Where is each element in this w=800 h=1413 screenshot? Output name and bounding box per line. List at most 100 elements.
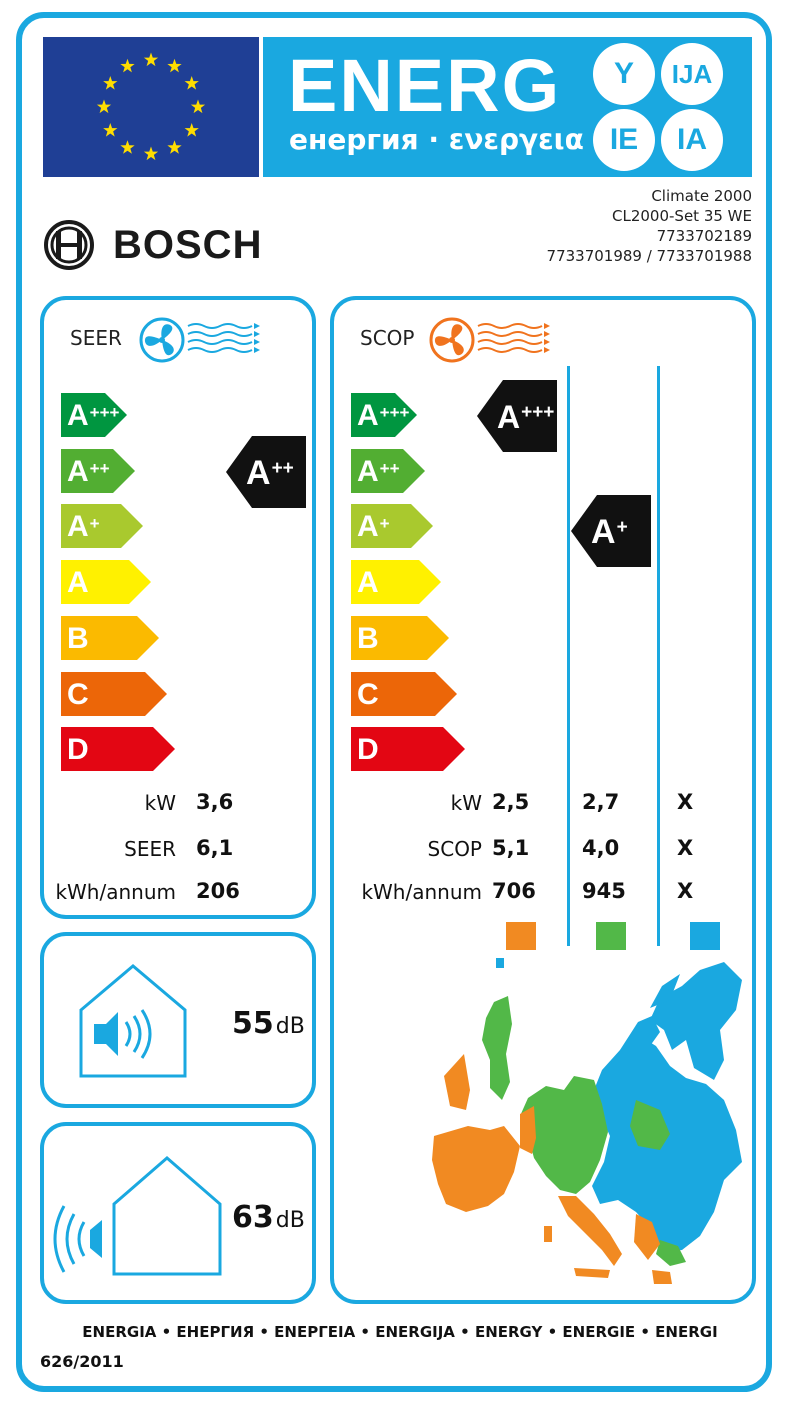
eu-star: [167, 58, 182, 73]
seer-class-arrow: A+: [61, 504, 143, 549]
seer-seer-label: SEER: [124, 837, 176, 861]
scop-class-arrow: A: [351, 560, 441, 605]
eu-star: [143, 146, 159, 161]
heating-fan-icon: [429, 317, 550, 363]
scop-class-arrow: C: [351, 671, 457, 716]
seer-class-label: A: [67, 566, 89, 600]
scop-kw-value-warmer: 2,5: [492, 790, 530, 814]
seer-class-label: A++: [67, 454, 110, 488]
energy-banner: ENERG енергия · ενεργεια Y IJA IE IA: [263, 37, 752, 177]
scop-kw-label: kW: [450, 791, 482, 815]
scop-class-arrow: B: [351, 615, 449, 660]
scop-rating-marker-warmer: A+++: [477, 380, 557, 452]
brand-name: BOSCH: [113, 222, 263, 267]
seer-class-label: D: [67, 733, 89, 767]
outdoor-noise-value: 63dB: [232, 1200, 305, 1235]
scop-class-arrow: D: [351, 727, 465, 772]
map-zone-average: [454, 996, 686, 1266]
brand: BOSCH: [43, 215, 262, 275]
scop-class-arrow: A+: [351, 504, 433, 549]
seer-rating-arrow: [226, 436, 306, 508]
eu-star: [96, 99, 112, 114]
seer-kwh-value: 206: [196, 879, 240, 903]
eu-star: [120, 58, 135, 73]
scop-class-label: B: [357, 621, 379, 655]
model-indoor-id: 7733702189: [656, 227, 752, 245]
bosch-logo-icon: [44, 220, 94, 270]
suffix-y: Y: [593, 43, 655, 105]
seer-class-arrow: A+++: [61, 393, 127, 437]
scop-rating-marker-average: A+: [571, 495, 651, 567]
suffix-ia: IA: [661, 109, 723, 171]
seer-class-arrow: A: [61, 560, 151, 605]
energy-subtitle: енергия · ενεργεια: [289, 123, 584, 156]
seer-class-arrow: A++: [61, 448, 135, 493]
scop-rating-label-average: A+: [591, 513, 628, 551]
seer-class-label: A+++: [67, 399, 120, 432]
scop-kwh-value-average: 945: [582, 879, 626, 903]
seer-rating-label: A++: [246, 454, 294, 492]
eu-star: [103, 123, 118, 137]
eu-star: [184, 123, 199, 137]
map-zone-warmer: [432, 1054, 672, 1284]
seer-kw-value: 3,6: [196, 790, 234, 814]
eu-star: [190, 99, 206, 114]
model-name: Climate 2000: [651, 187, 752, 205]
model-info: Climate 2000 CL2000-Set 35 WE 7733702189…: [547, 186, 752, 266]
scop-class-label: A: [357, 566, 379, 600]
eu-star: [167, 140, 182, 154]
eu-star: [143, 52, 159, 67]
scop-class-label: A+: [357, 510, 390, 544]
zone-square-average: [596, 922, 626, 950]
scop-panel: SCOP A+++ A++ A+ A B C D A+++ A+ kW 2,5 2,7 X …: [330, 296, 756, 1304]
seer-seer-value: 6,1: [196, 836, 234, 860]
scop-scop-value-warmer: 5,1: [492, 836, 530, 860]
scop-class-label: D: [357, 733, 379, 767]
seer-class-arrow: B: [61, 615, 159, 660]
zone-square-warmer: [506, 922, 536, 950]
scop-class-arrow: A++: [351, 448, 425, 493]
seer-panel: SEER A+++ A++ A+ A B C D A++ kW 3,6 SEER 6,1 k…: [40, 296, 316, 919]
indoor-unit-sound-icon: [79, 964, 187, 1078]
scop-rating-arrow-warmer: [477, 380, 557, 452]
eu-star: [103, 76, 118, 90]
scop-kw-value-colder: X: [677, 790, 694, 814]
scop-kwh-value-warmer: 706: [492, 879, 536, 903]
scop-class-label: C: [357, 677, 379, 711]
indoor-noise-panel: 55dB: [40, 932, 316, 1108]
europe-climate-zone-map: [432, 958, 742, 1284]
scop-kwh-label: kWh/annum: [361, 880, 482, 904]
scop-class-label: A++: [357, 454, 400, 488]
seer-class-label: A+: [67, 510, 100, 544]
footer-languages: ENERGIA • ЕНЕРГИЯ • ΕΝΕΡΓΕΙΑ • ENERGIJA …: [82, 1323, 718, 1341]
scop-kwh-value-colder: X: [677, 879, 694, 903]
suffix-ie: IE: [593, 109, 655, 171]
zone-square-colder: [690, 922, 720, 950]
scop-scop-value-average: 4,0: [582, 836, 620, 860]
seer-class-arrow: D: [61, 727, 175, 772]
outdoor-noise-panel: 63dB: [40, 1122, 316, 1304]
seer-class-label: B: [67, 621, 89, 655]
regulation-number: 626/2011: [40, 1352, 124, 1371]
indoor-noise-value: 55dB: [232, 1006, 305, 1041]
eu-flag: [43, 37, 259, 177]
outdoor-unit-sound-icon: [53, 1156, 222, 1276]
scop-scop-label: SCOP: [427, 837, 482, 861]
seer-kw-label: kW: [144, 791, 176, 815]
zone-divider-2: [657, 366, 660, 946]
seer-kwh-label: kWh/annum: [55, 880, 176, 904]
eu-stars: [96, 52, 206, 161]
seer-rating-marker: A++: [226, 436, 306, 508]
scop-class-arrow: A+++: [351, 393, 417, 437]
scop-scop-value-colder: X: [677, 836, 694, 860]
seer-title: SEER: [70, 326, 122, 350]
energy-word: ENERG: [288, 44, 562, 127]
cooling-fan-icon: [139, 317, 260, 363]
map-zone-colder: [496, 958, 742, 1252]
suffix-ija: IJA: [661, 43, 723, 105]
scop-rating-arrow-average: [571, 495, 651, 567]
seer-class-label: C: [67, 677, 89, 711]
scop-title: SCOP: [360, 326, 415, 350]
scop-kw-value-average: 2,7: [582, 790, 620, 814]
zone-divider-1: [567, 366, 570, 946]
